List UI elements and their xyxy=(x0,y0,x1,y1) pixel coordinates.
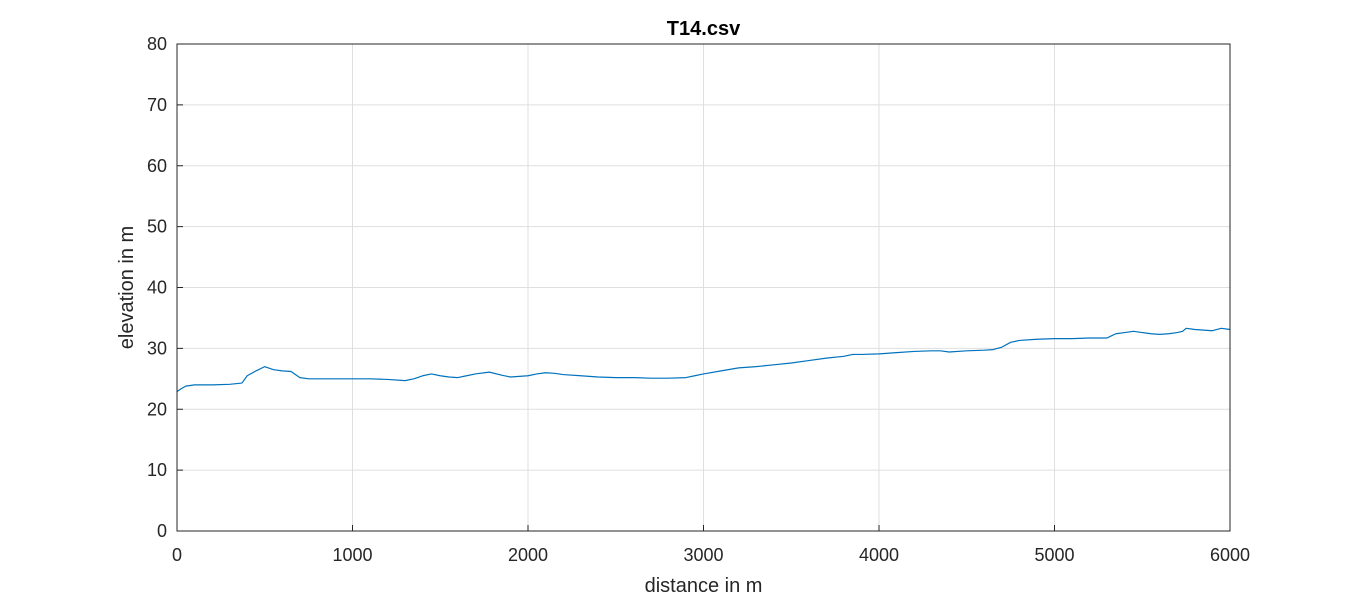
x-tick-label: 1000 xyxy=(332,545,372,565)
y-tick-label: 60 xyxy=(147,156,167,176)
y-tick-label: 50 xyxy=(147,217,167,237)
y-axis-label: elevation in m xyxy=(116,226,138,349)
x-tick-label: 6000 xyxy=(1210,545,1250,565)
chart-title: T14.csv xyxy=(667,18,741,40)
x-tick-label: 2000 xyxy=(508,545,548,565)
y-tick-label: 0 xyxy=(157,521,167,541)
y-tick-label: 80 xyxy=(147,34,167,54)
y-tick-label: 70 xyxy=(147,95,167,115)
x-tick-label: 4000 xyxy=(859,545,899,565)
y-tick-label: 30 xyxy=(147,338,167,358)
y-grid-lines xyxy=(177,104,1230,471)
y-axis-ticks: 0 10 20 30 40 50 60 70 80 xyxy=(147,34,183,541)
y-tick-label: 40 xyxy=(147,278,167,298)
x-tick-label: 5000 xyxy=(1034,545,1074,565)
x-axis-label: distance in m xyxy=(645,575,763,597)
y-tick-label: 20 xyxy=(147,399,167,419)
x-tick-label: 0 xyxy=(172,545,182,565)
x-tick-label: 3000 xyxy=(683,545,723,565)
elevation-series-line xyxy=(176,327,1231,393)
x-axis-ticks: 0 1000 2000 3000 4000 5000 6000 xyxy=(172,525,1250,565)
data-series xyxy=(176,327,1231,393)
y-tick-label: 10 xyxy=(147,460,167,480)
